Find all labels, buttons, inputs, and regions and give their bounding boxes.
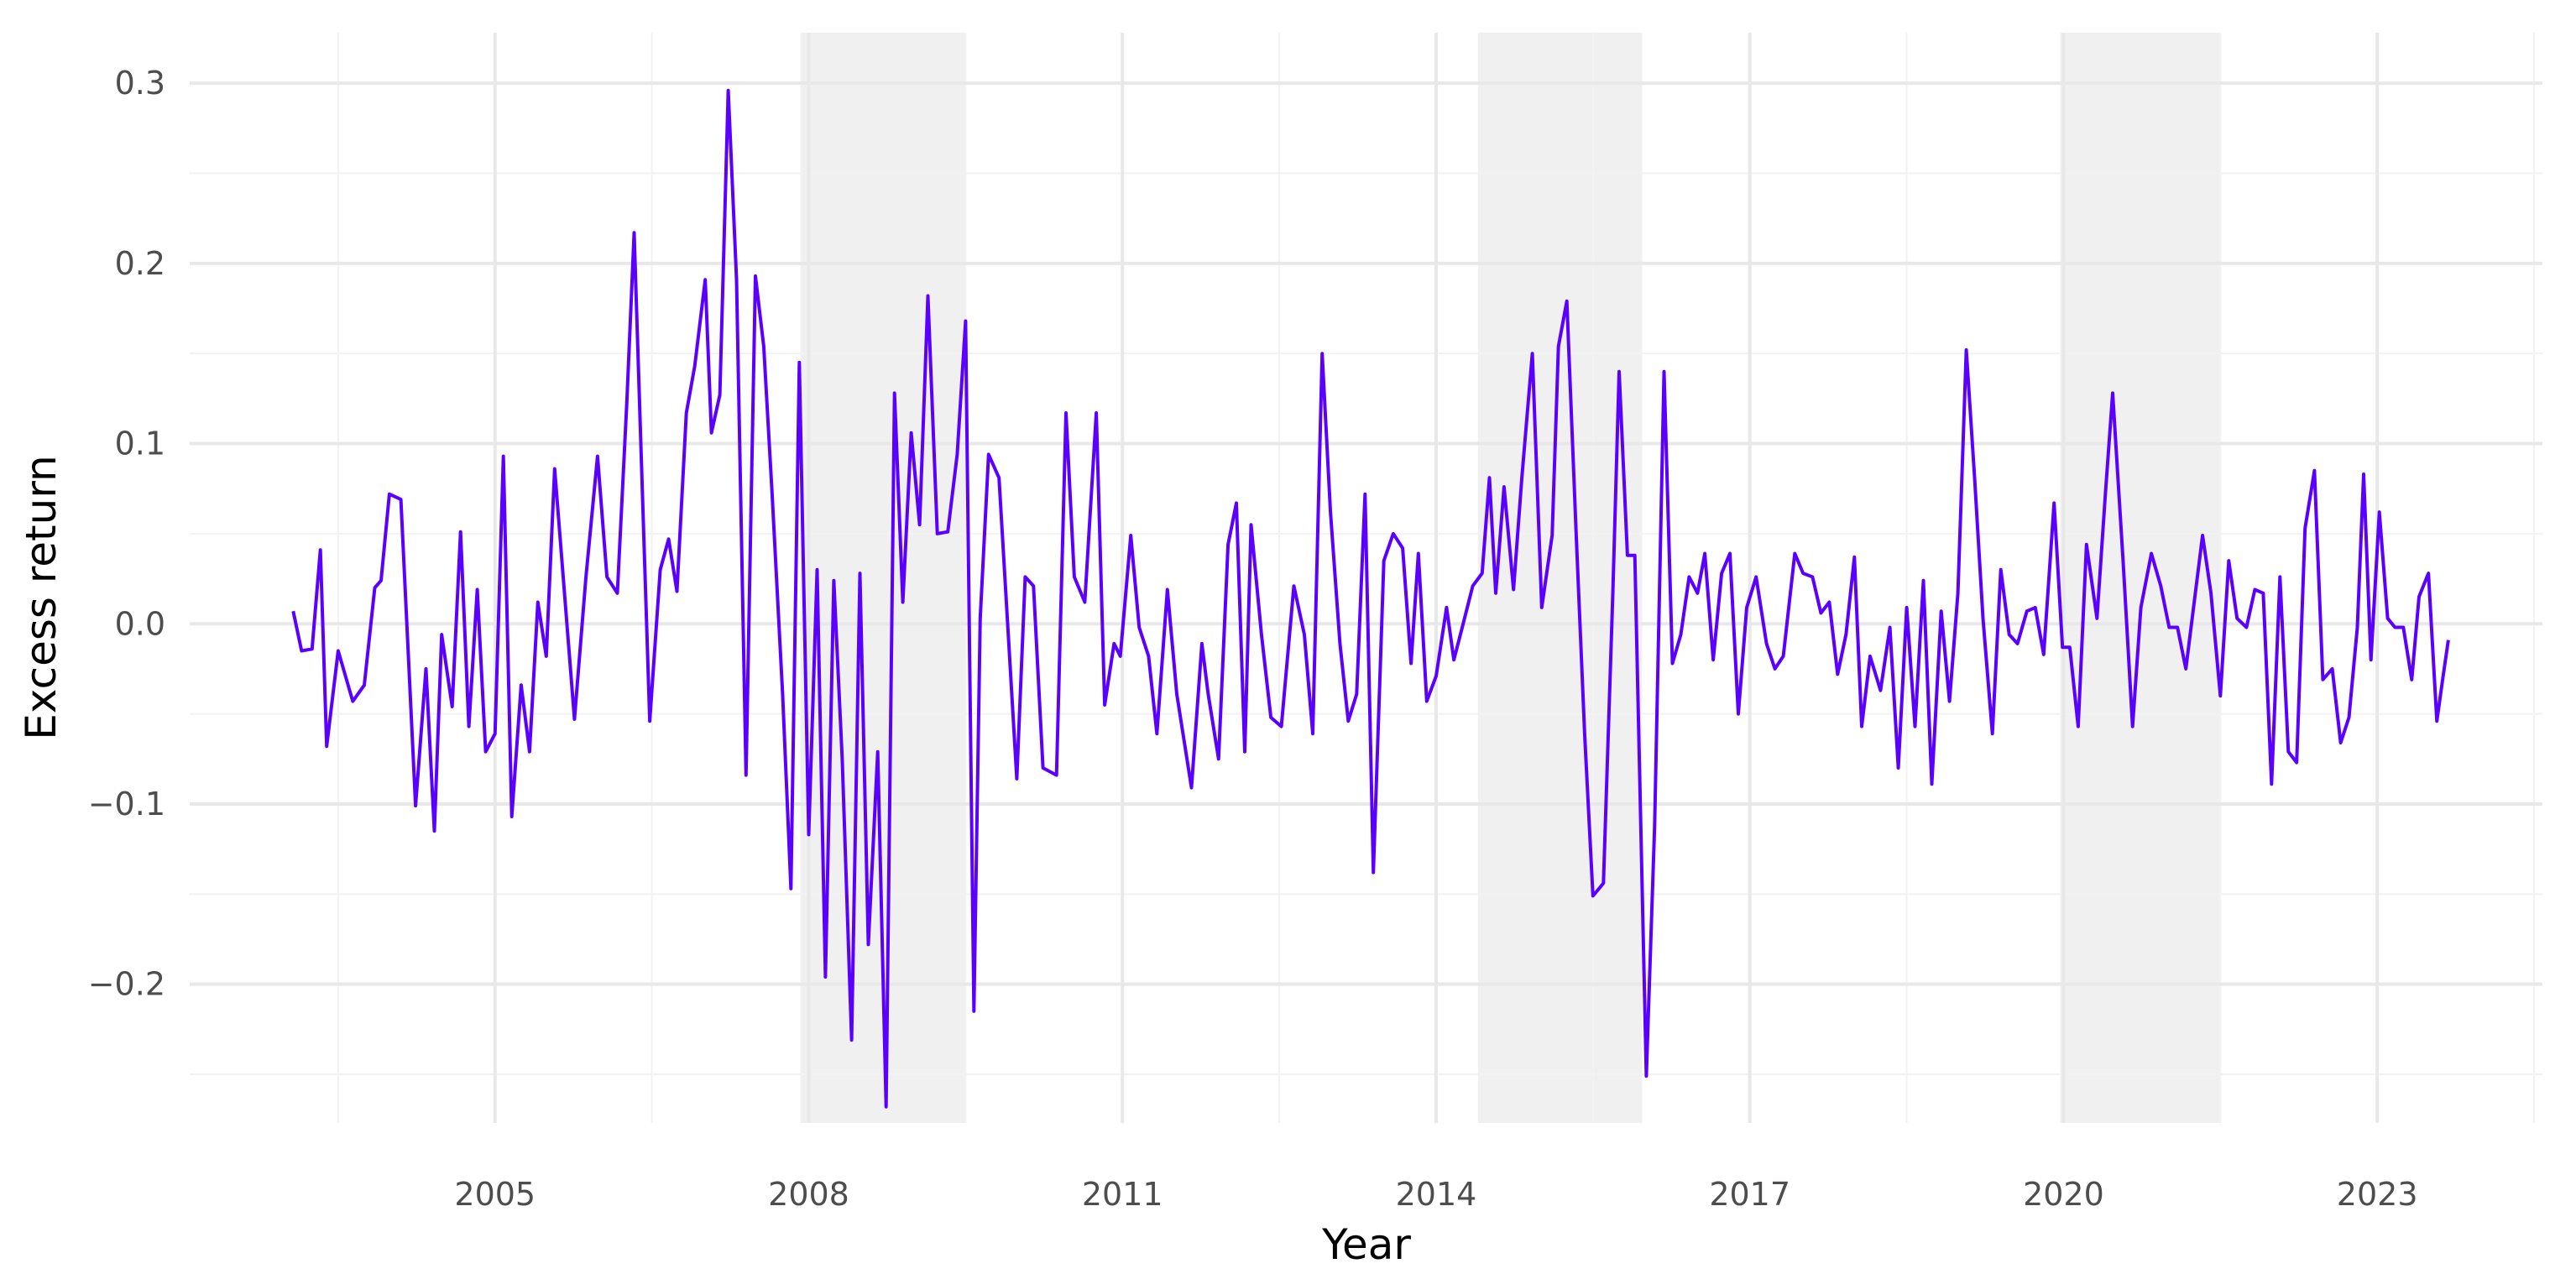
x-tick-label: 2017 bbox=[1709, 1176, 1790, 1213]
y-tick-label: −0.1 bbox=[88, 786, 165, 822]
x-tick-label: 2011 bbox=[1082, 1176, 1163, 1213]
y-tick-label: −0.2 bbox=[88, 966, 165, 1003]
y-tick-label: 0.1 bbox=[115, 426, 165, 462]
x-tick-label: 2014 bbox=[1396, 1176, 1477, 1213]
shaded-region bbox=[2060, 33, 2221, 1123]
x-tick-label: 2008 bbox=[768, 1176, 849, 1213]
shaded-region bbox=[1477, 33, 1643, 1123]
x-axis-title: Year bbox=[1321, 1220, 1411, 1269]
data-line bbox=[291, 88, 2450, 1109]
x-tick-label: 2005 bbox=[454, 1176, 536, 1213]
y-tick-label: 0.2 bbox=[115, 245, 165, 282]
y-axis-title: Excess return bbox=[17, 455, 65, 739]
x-tick-label: 2023 bbox=[2337, 1176, 2418, 1213]
y-tick-label: 0.0 bbox=[115, 605, 165, 642]
x-tick-label: 2020 bbox=[2023, 1176, 2104, 1213]
y-tick-label: 0.3 bbox=[115, 65, 165, 102]
